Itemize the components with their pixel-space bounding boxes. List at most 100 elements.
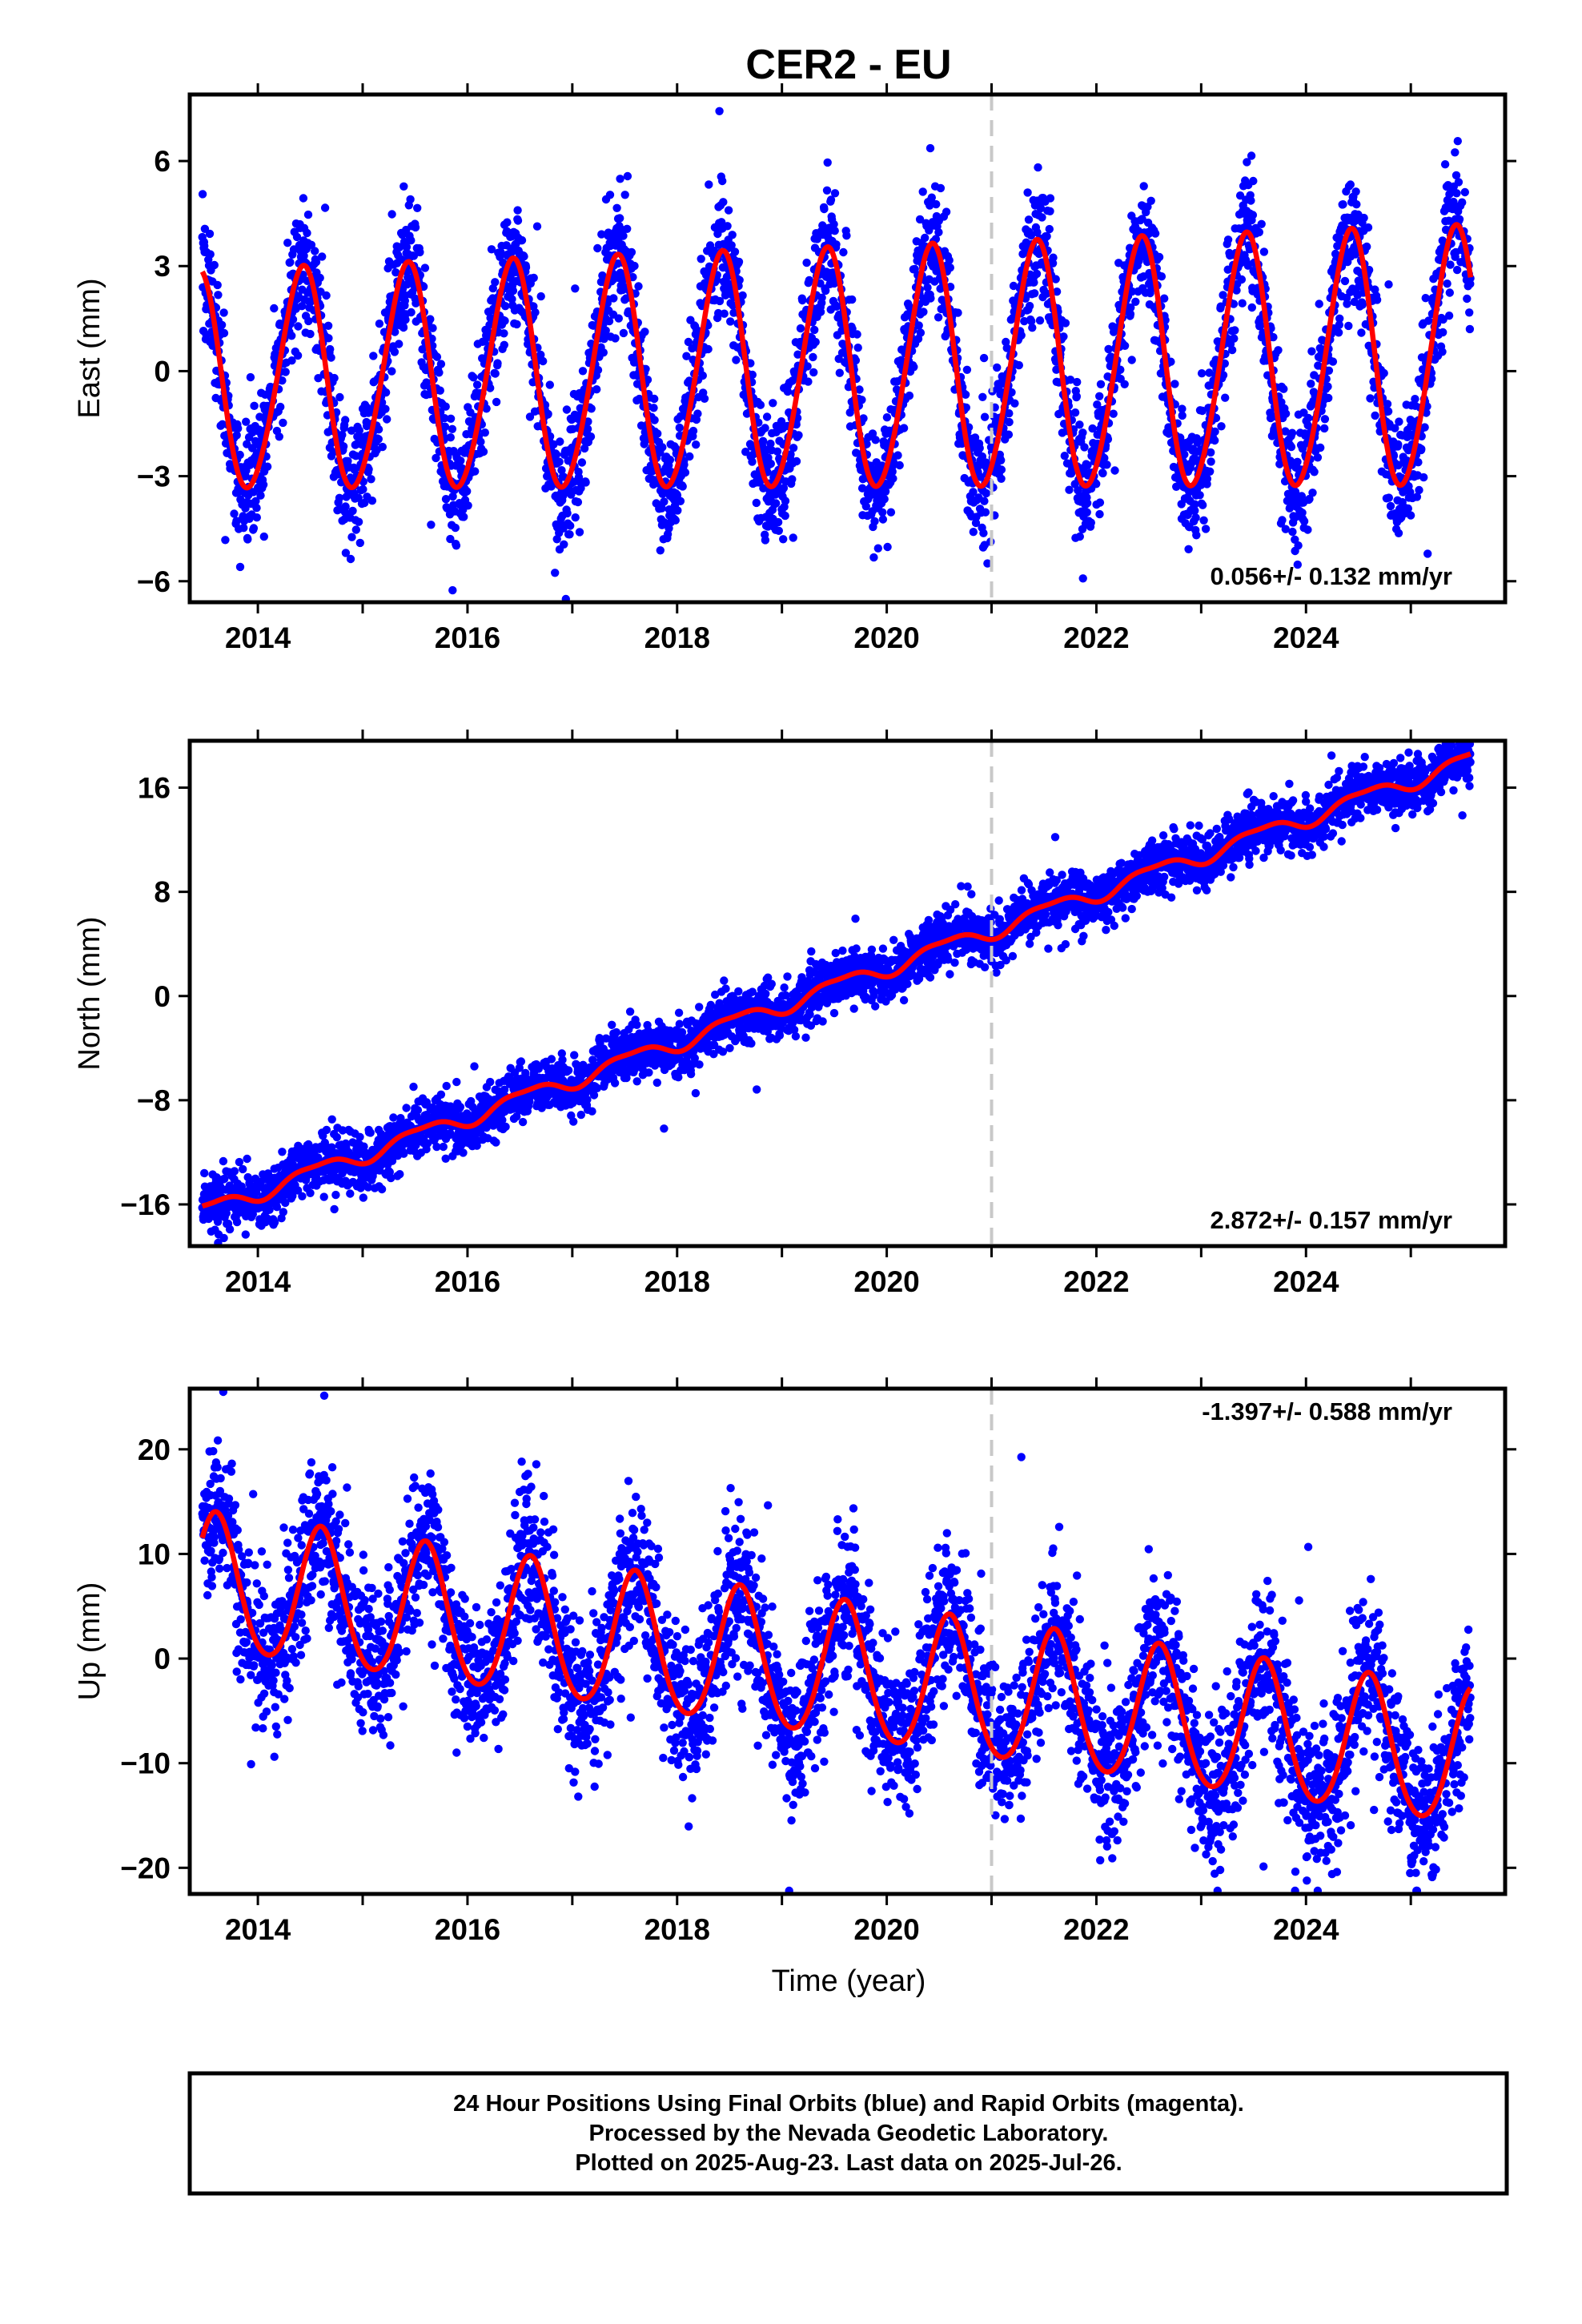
east-data-point: [671, 516, 680, 525]
east-data-point: [979, 353, 989, 363]
east-data-point: [609, 294, 618, 303]
east-data-point: [1014, 360, 1024, 370]
east-data-point: [1131, 297, 1140, 306]
east-data-point: [810, 325, 819, 335]
east-data-point: [500, 316, 509, 325]
east-data-point: [276, 402, 285, 412]
east-data-point: [993, 363, 1002, 372]
east-data-point: [1438, 348, 1447, 356]
north-data-point: [332, 1132, 341, 1142]
east-data-point: [934, 313, 943, 322]
east-data-point: [407, 308, 416, 317]
east-data-point: [1274, 346, 1283, 355]
east-data-point: [1394, 440, 1403, 449]
east-data-point: [738, 291, 747, 300]
east-data-point: [1030, 289, 1039, 298]
east-data-point: [381, 404, 390, 413]
east-data-point: [1024, 215, 1034, 224]
east-data-point: [407, 236, 416, 245]
east-data-point: [303, 210, 313, 219]
east-data-point: [532, 222, 542, 231]
east-data-point: [919, 308, 928, 316]
east-data-point: [1406, 511, 1415, 520]
north-data-point: [232, 1217, 242, 1227]
north-data-point: [389, 1113, 398, 1122]
east-data-point: [281, 368, 290, 376]
east-data-point: [634, 282, 643, 291]
east-data-point: [689, 426, 698, 436]
y-tick-label: 0: [154, 355, 171, 388]
east-data-point: [587, 404, 596, 413]
east-data-point: [1072, 392, 1082, 401]
east-data-point: [1061, 319, 1070, 328]
east-data-point: [1257, 219, 1266, 228]
east-data-point: [571, 284, 580, 293]
east-data-point: [1359, 213, 1368, 223]
east-data-point: [685, 452, 694, 461]
east-data-point: [1035, 316, 1045, 325]
east-data-point: [278, 376, 287, 385]
east-data-point: [1217, 422, 1226, 431]
east-data-point: [980, 497, 989, 505]
east-data-point: [420, 263, 430, 272]
east-data-point: [1343, 300, 1351, 308]
east-data-point: [692, 440, 701, 449]
east-data-point: [673, 506, 682, 515]
east-data-point: [1420, 423, 1429, 432]
east-data-point: [1372, 296, 1382, 304]
east-data-point: [501, 302, 510, 311]
east-data-point: [460, 513, 468, 521]
east-data-point: [246, 372, 255, 382]
east-data-point: [623, 171, 632, 181]
east-data-point: [1127, 356, 1136, 364]
east-data-point: [1357, 328, 1366, 337]
east-data-point: [830, 227, 839, 235]
east-data-point: [804, 377, 813, 386]
north-data-point: [319, 1192, 328, 1201]
east-data-point: [705, 180, 713, 189]
east-data-point: [623, 224, 632, 233]
north-data-point: [225, 1224, 235, 1234]
east-data-point: [1154, 252, 1164, 262]
east-data-point: [320, 203, 330, 212]
north-data-point: [239, 1164, 247, 1174]
east-data-point: [789, 533, 797, 542]
east-data-point: [413, 203, 422, 212]
east-data-point: [630, 261, 639, 271]
east-data-point: [1017, 331, 1026, 340]
east-data-point: [1146, 196, 1155, 205]
east-data-point: [616, 175, 624, 183]
east-data-point: [347, 533, 356, 541]
east-data-point: [726, 317, 735, 326]
east-data-point: [513, 216, 523, 225]
east-data-point: [997, 474, 1006, 483]
east-data-point: [1247, 303, 1257, 312]
east-data-point: [779, 535, 788, 544]
east-data-point: [681, 468, 690, 477]
east-data-point: [1452, 189, 1461, 198]
east-data-point: [213, 280, 222, 290]
east-data-point: [1307, 380, 1315, 388]
east-data-point: [1384, 280, 1393, 289]
y-tick-label: −3: [137, 460, 171, 493]
east-data-point: [857, 396, 866, 404]
east-data-point: [427, 521, 436, 529]
east-data-point: [544, 409, 552, 419]
east-data-point: [830, 189, 840, 198]
east-data-point: [283, 239, 292, 247]
east-data-point: [761, 536, 770, 545]
east-data-point: [640, 328, 649, 336]
east-data-point: [472, 380, 482, 389]
east-data-point: [870, 517, 879, 526]
x-tick-label: 2020: [853, 621, 919, 654]
east-data-point: [556, 437, 564, 446]
east-data-point: [719, 198, 728, 207]
east-data-point: [1227, 345, 1237, 355]
north-data-point: [298, 1192, 307, 1201]
east-data-point: [1082, 499, 1092, 508]
east-data-point: [1046, 207, 1054, 215]
east-data-point: [292, 232, 302, 242]
north-data-point: [235, 1157, 244, 1167]
east-data-point: [294, 322, 303, 331]
